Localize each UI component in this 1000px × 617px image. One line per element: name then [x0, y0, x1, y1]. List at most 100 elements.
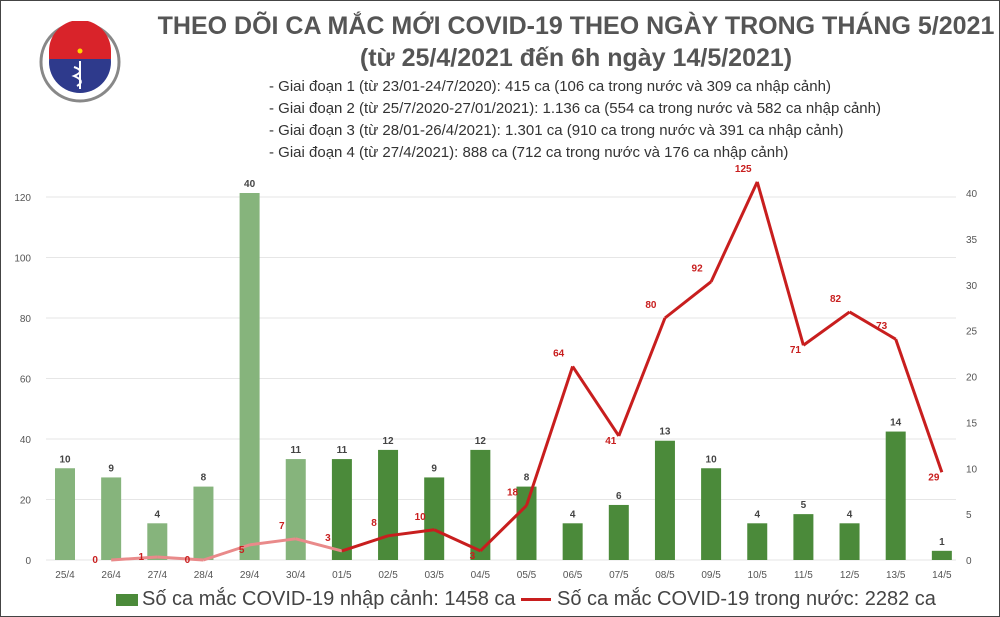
line-segment — [295, 537, 343, 553]
line-value-label: 0 — [92, 555, 98, 566]
x-tick-label: 01/5 — [332, 570, 352, 581]
right-tick-label: 35 — [966, 235, 978, 246]
line-segment — [341, 534, 389, 553]
bar-value-label: 10 — [706, 454, 718, 465]
left-tick-label: 40 — [20, 435, 32, 446]
x-tick-label: 26/4 — [101, 570, 121, 581]
right-tick-label: 15 — [966, 418, 978, 429]
line-value-label: 64 — [553, 348, 565, 359]
left-tick-label: 60 — [20, 375, 32, 386]
bar-value-label: 11 — [337, 445, 348, 456]
bar — [931, 550, 952, 560]
line-segment — [894, 338, 944, 473]
left-tick-label: 100 — [14, 254, 31, 265]
bar-value-label: 4 — [570, 509, 576, 520]
line-value-label: 0 — [185, 555, 191, 566]
phase-note: - Giai đoạn 3 (từ 28/01-26/4/2021): 1.30… — [269, 122, 844, 139]
bar — [285, 459, 306, 560]
bar — [239, 193, 260, 560]
bar — [793, 514, 814, 560]
bar-value-label: 9 — [108, 463, 114, 474]
x-tick-label: 29/4 — [240, 570, 260, 581]
legend-line-swatch — [521, 598, 551, 601]
bar — [701, 468, 722, 560]
x-tick-label: 09/5 — [701, 570, 721, 581]
bar-value-label: 8 — [201, 473, 207, 484]
bar — [608, 504, 629, 560]
left-tick-label: 120 — [14, 193, 31, 204]
bar-value-label: 4 — [847, 509, 853, 520]
bar — [747, 523, 768, 560]
x-tick-label: 25/4 — [55, 570, 75, 581]
x-tick-label: 14/5 — [932, 570, 952, 581]
x-tick-label: 10/5 — [748, 570, 768, 581]
bar-value-label: 13 — [659, 427, 671, 438]
line-segment — [709, 181, 759, 283]
line-value-label: 80 — [645, 300, 657, 311]
legend-bar: Số ca mắc COVID-19 nhập cảnh: 1458 ca — [116, 588, 516, 611]
left-tick-label: 80 — [20, 314, 32, 325]
line-value-label: 73 — [876, 321, 888, 332]
bar — [470, 449, 491, 560]
line-segment — [755, 181, 805, 346]
line-value-label: 92 — [692, 264, 704, 275]
bar-value-label: 12 — [382, 436, 394, 447]
line-value-label: 1 — [139, 552, 145, 563]
bar-value-label: 5 — [801, 500, 807, 511]
x-tick-label: 11/5 — [794, 570, 813, 581]
left-tick-label: 20 — [20, 496, 32, 507]
line-segment — [387, 528, 435, 538]
line-value-label: 41 — [605, 436, 617, 447]
legend-line: Số ca mắc COVID-19 trong nước: 2282 ca — [521, 588, 936, 611]
line-segment — [802, 310, 851, 347]
line-value-label: 3 — [325, 533, 331, 544]
bar — [516, 486, 537, 560]
line-segment — [433, 528, 481, 553]
line-segment — [249, 537, 296, 547]
line-value-label: 29 — [928, 472, 940, 483]
line-segment — [571, 365, 621, 437]
ministry-of-health-logo — [39, 21, 121, 103]
line-segment — [157, 555, 204, 562]
right-tick-label: 25 — [966, 327, 978, 338]
line-segment — [479, 504, 528, 552]
x-tick-label: 05/5 — [517, 570, 537, 581]
legend-line-label: Số ca mắc COVID-19 trong nước: 2282 ca — [557, 588, 936, 610]
line-segment — [111, 555, 158, 562]
line-value-label: 5 — [239, 545, 245, 556]
line-value-label: 8 — [371, 518, 377, 529]
line-value-label: 10 — [415, 512, 427, 523]
chart-subtitle: (từ 25/4/2021 đến 6h ngày 14/5/2021) — [359, 44, 793, 72]
right-tick-label: 5 — [966, 510, 972, 521]
line-value-label: 125 — [735, 164, 752, 175]
bar-value-label: 4 — [754, 509, 760, 520]
line-value-label: 3 — [470, 551, 476, 562]
bar-value-label: 12 — [475, 436, 487, 447]
bar-value-label: 40 — [244, 179, 256, 190]
bar — [331, 459, 352, 560]
bar — [147, 523, 168, 560]
line-value-label: 71 — [790, 345, 802, 356]
bar — [55, 468, 75, 560]
bar-value-label: 10 — [59, 454, 71, 465]
line-value-label: 82 — [830, 294, 842, 305]
phase-note: - Giai đoạn 2 (từ 25/7/2020-27/01/2021):… — [269, 100, 881, 117]
x-tick-label: 03/5 — [424, 570, 444, 581]
right-tick-label: 40 — [966, 189, 978, 200]
bar-value-label: 9 — [431, 463, 437, 474]
line-segment — [525, 365, 575, 507]
x-tick-label: 30/4 — [286, 570, 306, 581]
right-tick-label: 30 — [966, 281, 978, 292]
phase-note: - Giai đoạn 1 (từ 23/01-24/7/2020): 415 … — [269, 78, 831, 95]
legend-bar-swatch — [116, 593, 138, 606]
line-value-label: 7 — [279, 521, 285, 532]
line-segment — [617, 317, 667, 437]
right-tick-label: 0 — [966, 556, 972, 567]
bar-value-label: 6 — [616, 491, 622, 502]
right-tick-label: 10 — [966, 464, 978, 475]
phase-notes: - Giai đoạn 1 (từ 23/01-24/7/2020): 415 … — [269, 76, 881, 164]
bar — [654, 440, 675, 560]
bar-value-label: 4 — [155, 509, 161, 520]
bar — [424, 477, 445, 560]
